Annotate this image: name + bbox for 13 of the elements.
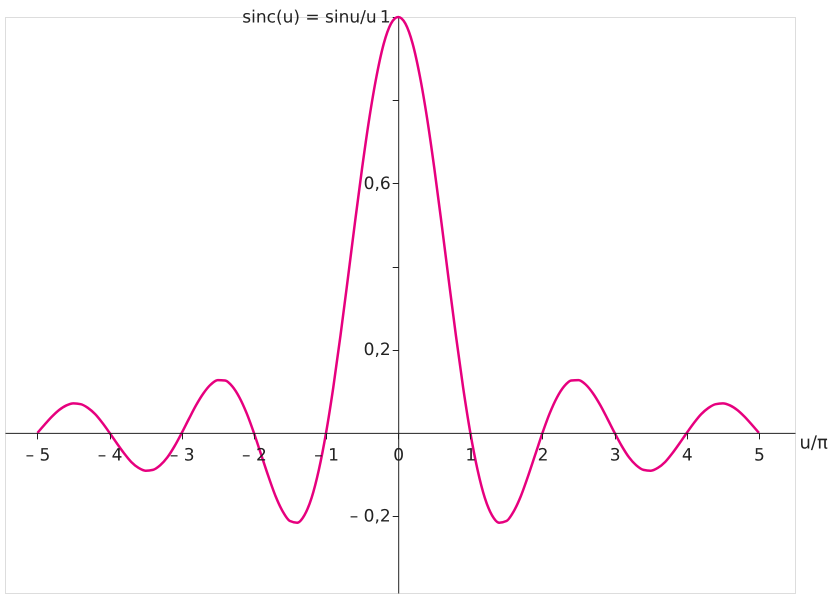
x-tick-label: – 5 bbox=[26, 445, 50, 466]
x-tick-label: 2 bbox=[538, 445, 548, 466]
x-axis-title: u/π bbox=[800, 432, 828, 454]
y-tick-label: – 0,2 bbox=[350, 506, 391, 527]
x-tick-label: – 3 bbox=[170, 445, 195, 466]
y-axis-title: sinc(u) = sinu/u bbox=[242, 8, 377, 28]
x-tick-label: – 4 bbox=[98, 445, 122, 466]
y-tick-label: 0,6 bbox=[364, 174, 391, 194]
y-tick-label: 0,2 bbox=[364, 340, 391, 360]
x-tick-label: 4 bbox=[682, 445, 693, 466]
x-tick-label: 5 bbox=[754, 445, 765, 466]
x-tick-label: 3 bbox=[610, 445, 621, 466]
y-tick-label: 1 bbox=[380, 8, 391, 28]
